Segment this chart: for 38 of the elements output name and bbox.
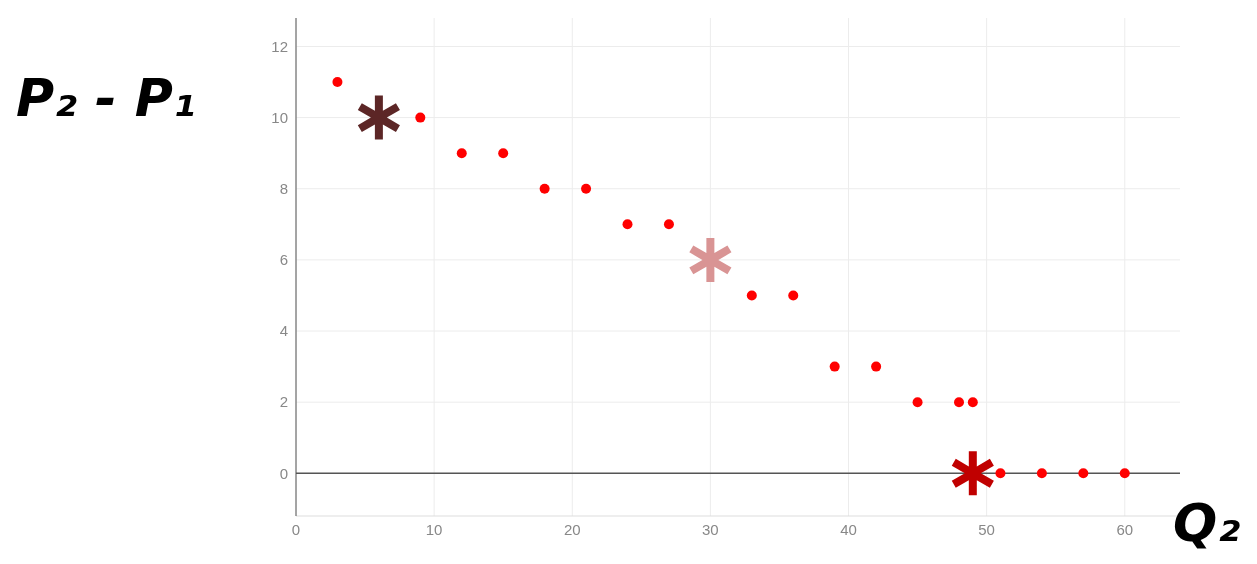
y-axis-title: P₂ - P₁	[16, 68, 196, 128]
x-axis-title: Q₂	[1173, 493, 1240, 553]
point	[912, 397, 923, 408]
point	[954, 397, 964, 408]
y-tick-label: 6	[279, 251, 288, 269]
point	[581, 183, 592, 194]
point	[332, 77, 343, 88]
point	[1036, 468, 1047, 479]
point	[456, 148, 467, 159]
point	[415, 112, 426, 123]
point	[995, 468, 1006, 479]
y-tick-label: 0	[279, 464, 288, 482]
point	[829, 361, 840, 372]
point	[788, 290, 799, 301]
point	[689, 237, 732, 282]
y-tick-label: 12	[271, 37, 288, 55]
x-tick-label: 10	[425, 520, 443, 538]
point	[539, 183, 550, 194]
x-tick-label: 30	[702, 520, 719, 538]
point	[622, 219, 633, 230]
x-tick-label: 40	[840, 520, 857, 538]
point	[663, 219, 674, 230]
y-tick-label: 4	[279, 322, 288, 340]
point	[746, 290, 757, 301]
x-tick-label: 60	[1116, 520, 1134, 538]
y-tick-label: 10	[271, 108, 288, 126]
x-tick-label: 50	[978, 520, 995, 538]
point	[1078, 468, 1089, 479]
y-tick-label: 8	[279, 180, 288, 198]
point	[967, 397, 978, 408]
y-tick-label: 2	[279, 393, 288, 411]
point	[951, 451, 994, 496]
point	[1119, 468, 1130, 479]
point	[871, 361, 882, 372]
x-tick-label: 0	[291, 520, 301, 538]
point	[498, 148, 509, 159]
x-tick-label: 20	[563, 520, 581, 538]
point	[357, 95, 400, 140]
